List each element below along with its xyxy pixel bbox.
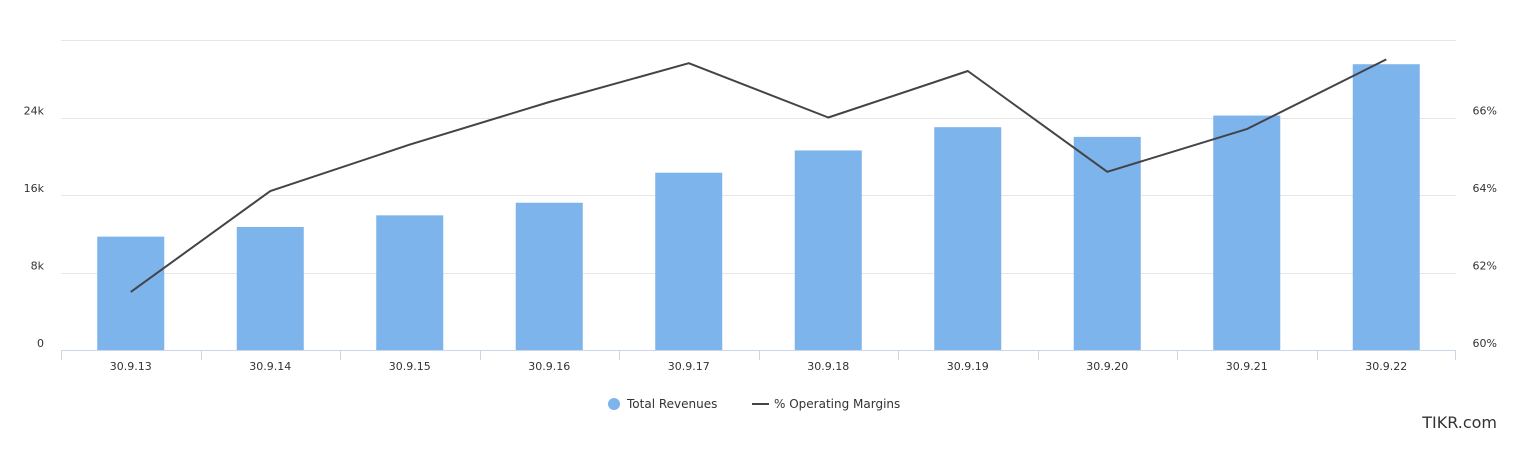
x-tick-label: 30.9.17 <box>668 360 710 373</box>
revenue-bar[interactable] <box>515 202 583 350</box>
operating-margin-series-line[interactable] <box>130 58 1387 293</box>
revenue-bar[interactable] <box>1073 136 1141 350</box>
y-left-tick-label: 16k <box>24 182 45 195</box>
y-left-tick-label: 0 <box>37 337 44 350</box>
revenue-bar[interactable] <box>236 226 304 350</box>
revenue-bar[interactable] <box>376 215 444 350</box>
legend-marker-total-revenues[interactable] <box>608 398 620 410</box>
y-right-tick-label: 60% <box>1473 337 1497 350</box>
x-tick-label: 30.9.19 <box>947 360 989 373</box>
revenue-bar[interactable] <box>655 172 723 350</box>
revenue-bar[interactable] <box>97 236 165 350</box>
x-tick-label: 30.9.15 <box>389 360 431 373</box>
operating-margin-line <box>130 58 1387 293</box>
legend-label-operating-margins[interactable]: % Operating Margins <box>774 397 900 411</box>
y-right-tick-label: 66% <box>1473 105 1497 118</box>
x-tick-label: 30.9.18 <box>807 360 849 373</box>
revenue-bar[interactable] <box>1352 64 1420 350</box>
x-tick-label: 30.9.21 <box>1226 360 1268 373</box>
legend[interactable]: Total Revenues % Operating Margins <box>608 397 900 411</box>
x-tick-label: 30.9.22 <box>1365 360 1407 373</box>
revenue-bar[interactable] <box>934 127 1002 350</box>
revenue-bar[interactable] <box>794 150 862 350</box>
x-tick-label: 30.9.14 <box>249 360 291 373</box>
y-right-tick-label: 64% <box>1473 182 1497 195</box>
y-left-tick-label: 24k <box>24 105 45 118</box>
axes: 0 8k 16k 24k 60% 62% 64% 66% 30.9.13 30.9.14 30.9.… <box>24 105 1497 374</box>
x-tick-label: 30.9.20 <box>1086 360 1128 373</box>
x-tick-label: 30.9.16 <box>528 360 570 373</box>
revenue-bars <box>97 64 1420 350</box>
y-right-tick-label: 62% <box>1473 260 1497 273</box>
legend-label-total-revenues[interactable]: Total Revenues <box>626 397 717 411</box>
watermark: TIKR.com <box>1422 413 1497 432</box>
revenue-bar[interactable] <box>1213 115 1281 350</box>
x-tick-label: 30.9.13 <box>110 360 152 373</box>
y-left-tick-label: 8k <box>31 260 45 273</box>
